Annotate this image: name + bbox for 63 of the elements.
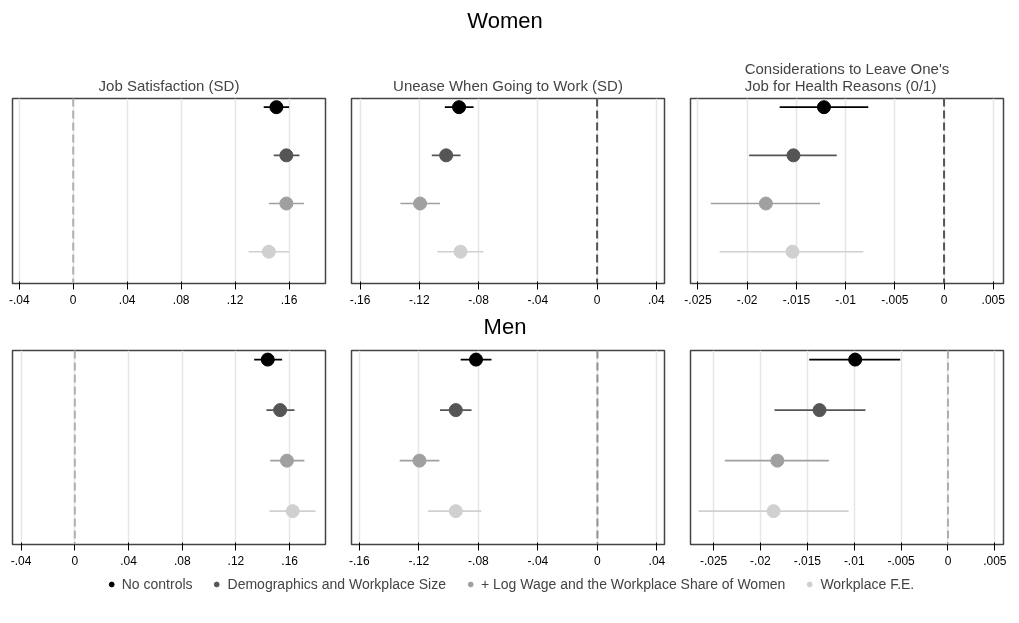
x-tick-label: -.04 xyxy=(527,553,549,568)
x-tick-label: .16 xyxy=(281,553,299,568)
point xyxy=(785,244,800,259)
x-tick-label: .12 xyxy=(227,553,245,568)
point xyxy=(758,196,773,211)
legend-label: + Log Wage and the Workplace Share of Women xyxy=(480,576,786,592)
x-tick-label: -.025 xyxy=(699,553,728,568)
x-tick-label: -.025 xyxy=(684,292,712,307)
x-tick-label: .04 xyxy=(118,292,136,307)
chart-title: Job Satisfaction (SD) xyxy=(98,76,240,94)
x-tick-label: .08 xyxy=(172,292,190,307)
x-tick-label: 0 xyxy=(69,292,77,307)
point xyxy=(766,504,781,519)
x-tick-label: .005 xyxy=(983,553,1007,568)
x-tick-label: .16 xyxy=(280,292,298,307)
x-tick-label: .04 xyxy=(648,292,666,307)
x-tick-label: 0 xyxy=(71,553,79,568)
x-tick-label: -.12 xyxy=(409,292,431,307)
x-tick-label: -.16 xyxy=(349,292,371,307)
x-tick-label: -.015 xyxy=(782,292,811,307)
point xyxy=(770,453,785,468)
x-tick-label: -.005 xyxy=(881,292,909,307)
point xyxy=(260,352,275,367)
x-tick-label: -.02 xyxy=(736,292,758,307)
x-tick-label: -.08 xyxy=(468,553,490,568)
x-tick-label: -.08 xyxy=(468,292,490,307)
text: Men xyxy=(483,313,527,341)
x-tick-label: -.005 xyxy=(887,553,916,568)
x-tick-label: -.015 xyxy=(793,553,822,568)
chart-title: Considerations to Leave One's Job for Health Reasons (0/1) xyxy=(744,59,950,94)
x-tick-label: 0 xyxy=(593,292,601,307)
x-tick-label: .12 xyxy=(226,292,244,307)
text: Women xyxy=(467,7,543,35)
point xyxy=(816,100,831,115)
x-tick-label: 0 xyxy=(940,292,948,307)
point xyxy=(812,403,827,418)
point xyxy=(439,148,454,163)
x-tick-label: -.16 xyxy=(349,553,371,568)
x-tick-label: -.12 xyxy=(408,553,430,568)
legend-label: Demographics and Workplace Size xyxy=(227,576,446,592)
x-tick-label: 0 xyxy=(594,553,602,568)
chart-title: Unease When Going to Work (SD) xyxy=(393,76,623,94)
point xyxy=(453,244,468,259)
x-tick-label: -.01 xyxy=(835,292,857,307)
x-tick-label: -.02 xyxy=(750,553,772,568)
point xyxy=(279,453,294,468)
point xyxy=(273,403,288,418)
x-tick-label: -.04 xyxy=(527,292,549,307)
point xyxy=(786,148,801,163)
x-tick-label: .005 xyxy=(981,292,1006,307)
x-tick-label: .04 xyxy=(648,553,666,568)
x-tick-label: -.04 xyxy=(8,292,30,307)
x-tick-label: 0 xyxy=(944,553,952,568)
point xyxy=(452,100,467,115)
x-tick-label: .08 xyxy=(173,553,191,568)
point xyxy=(413,196,428,211)
x-tick-label: -.04 xyxy=(10,553,32,568)
legend-label: Workplace F.E. xyxy=(820,576,915,592)
x-tick-label: .04 xyxy=(120,553,138,568)
x-tick-label: -.01 xyxy=(843,553,865,568)
point xyxy=(848,352,863,367)
point xyxy=(285,504,300,519)
legend-label: No controls xyxy=(121,576,193,592)
